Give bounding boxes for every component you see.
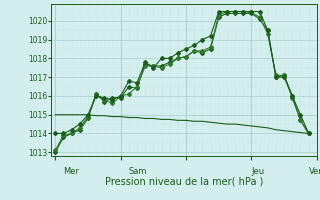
Text: Ven: Ven: [308, 167, 320, 176]
Text: Sam: Sam: [129, 167, 147, 176]
X-axis label: Pression niveau de la mer( hPa ): Pression niveau de la mer( hPa ): [105, 176, 263, 186]
Text: Jeu: Jeu: [252, 167, 265, 176]
Text: Mer: Mer: [63, 167, 79, 176]
